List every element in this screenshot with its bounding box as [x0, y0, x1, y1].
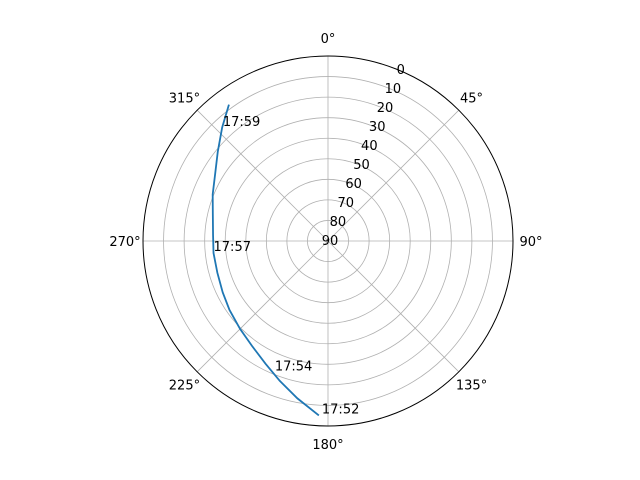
- series-layer: [211, 104, 320, 417]
- radial-gridcircle: [204, 117, 452, 365]
- radial-gridcircle: [163, 76, 493, 406]
- theta-tick-label: 45°: [460, 91, 483, 106]
- r-tick-label: 70: [337, 196, 354, 211]
- time-annotation: 17:54: [275, 360, 312, 375]
- theta-tick-label: 180°: [312, 438, 343, 453]
- polar-frame: [142, 55, 514, 427]
- r-tick-label: 50: [353, 158, 370, 173]
- theta-tick-label: 270°: [109, 235, 140, 250]
- series-line: [211, 104, 320, 417]
- theta-tick-label: 90°: [519, 235, 542, 250]
- time-annotation: 17:57: [214, 240, 251, 255]
- radial-gridline: [327, 240, 460, 373]
- polar-grid: [142, 55, 514, 427]
- radial-gridcircle: [183, 96, 473, 386]
- theta-tick-label: 135°: [456, 379, 487, 394]
- radial-gridline: [196, 109, 329, 242]
- radial-gridcircle: [265, 178, 391, 304]
- r-tick-label: 90: [322, 234, 339, 249]
- theta-tick-label: 225°: [169, 379, 200, 394]
- r-tick-label: 60: [345, 177, 362, 192]
- time-annotation: 17:59: [223, 115, 260, 130]
- r-tick-label: 80: [330, 215, 347, 230]
- radial-gridcircle: [307, 220, 349, 262]
- r-tick-label: 20: [377, 101, 394, 116]
- radial-gridline: [196, 240, 329, 373]
- radial-gridcircle: [224, 137, 432, 345]
- radial-gridcircle: [245, 158, 411, 324]
- r-tick-label: 10: [385, 82, 402, 97]
- radial-gridline: [327, 109, 460, 242]
- time-annotation: 17:52: [322, 403, 359, 418]
- r-tick-label: 40: [361, 139, 378, 154]
- r-tick-label: 0: [397, 63, 405, 78]
- radial-gridcircle: [286, 199, 370, 283]
- label-layer: 0° 45° 90° 135° 180° 225° 270° 315° 0 10 20 30 40 50 6…: [109, 32, 542, 453]
- theta-tick-label: 315°: [169, 91, 200, 106]
- theta-tick-label: 0°: [321, 32, 336, 47]
- r-tick-label: 30: [369, 120, 386, 135]
